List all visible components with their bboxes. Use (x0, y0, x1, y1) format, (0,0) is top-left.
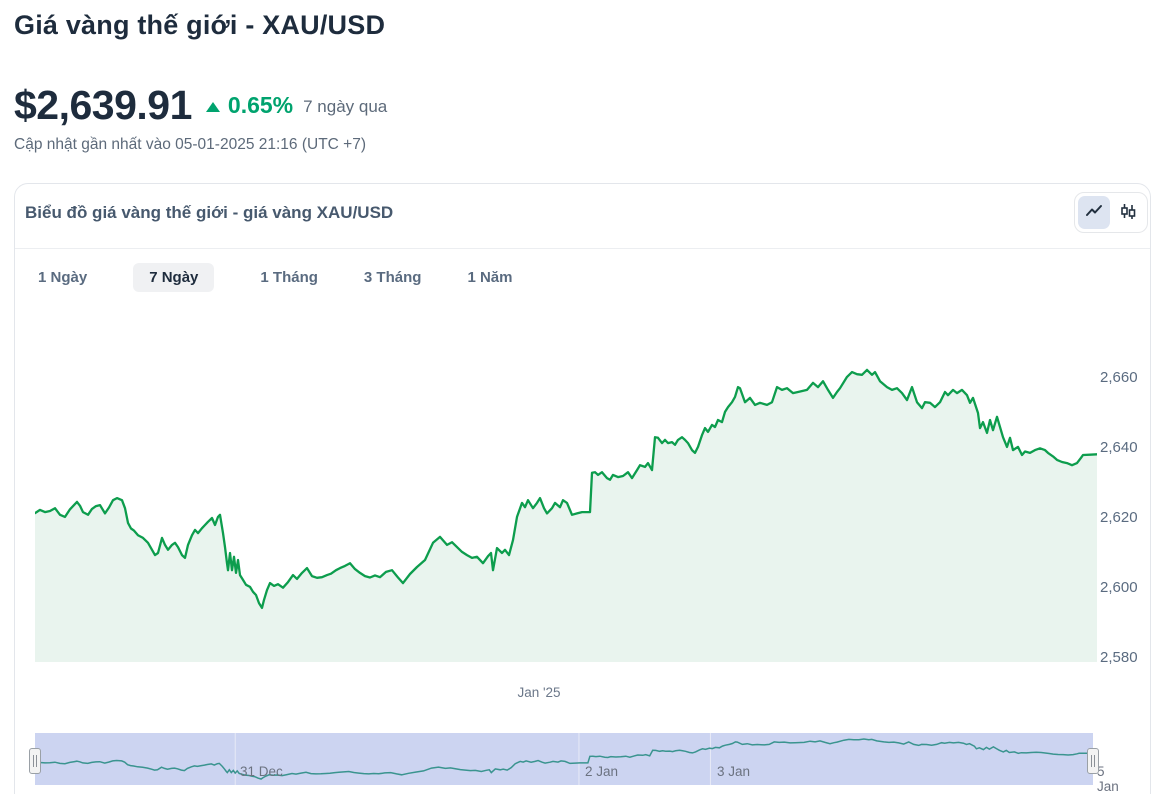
candlestick-chart-toggle-button[interactable] (1112, 196, 1144, 229)
range-tabs: 1 Ngày 7 Ngày 1 Tháng 3 Tháng 1 Năm (38, 262, 512, 292)
y-axis-tick-label: 2,600 (1100, 579, 1138, 596)
area-fill (35, 369, 1097, 662)
panel-divider (15, 248, 1150, 249)
chart-navigator[interactable]: 31 Dec 2 Jan 3 Jan 5 Jan (29, 733, 1119, 794)
range-tab-1-thang[interactable]: 1 Tháng (260, 263, 318, 292)
navigator-right-handle[interactable] (1087, 748, 1099, 774)
change-period: 7 ngày qua (303, 97, 388, 116)
up-arrow-icon (205, 102, 220, 112)
x-axis-label: Jan '25 (517, 685, 561, 700)
candlestick-chart-icon (1119, 202, 1137, 223)
page-title: Giá vàng thế giới - XAU/USD (14, 10, 386, 40)
line-chart-icon (1085, 202, 1103, 223)
navigator-left-handle[interactable] (29, 748, 41, 774)
navigator-chart[interactable] (35, 733, 1097, 785)
y-axis-tick-label: 2,660 (1100, 369, 1138, 386)
navigator-line (35, 738, 1093, 780)
range-tab-7-ngay[interactable]: 7 Ngày (133, 262, 215, 292)
chart-panel-title: Biểu đồ giá vàng thế giới - giá vàng XAU… (25, 203, 394, 222)
navigator-date-label: 5 Jan (1097, 764, 1119, 794)
y-axis-tick-label: 2,580 (1100, 649, 1138, 666)
y-axis-tick-label: 2,620 (1100, 509, 1138, 526)
change-percent: 0.65% (227, 91, 294, 118)
chart-type-toggle (1074, 192, 1148, 233)
current-price: $2,639.91 (14, 81, 192, 128)
navigator-date-label: 3 Jan (717, 764, 751, 779)
navigator-mask[interactable] (35, 733, 1093, 785)
price-row: $2,639.91 0.65% 7 ngày qua (14, 81, 388, 128)
range-tab-3-thang[interactable]: 3 Tháng (364, 263, 422, 292)
last-updated: Cập nhật gần nhất vào 05-01-2025 21:16 (… (14, 136, 366, 153)
y-axis-tick-label: 2,640 (1100, 439, 1138, 456)
navigator-date-label: 31 Dec (240, 764, 283, 779)
price-area-chart[interactable] (35, 360, 1097, 662)
range-tab-1-nam[interactable]: 1 Năm (467, 263, 512, 292)
line-chart-toggle-button[interactable] (1078, 196, 1110, 229)
range-tab-1-ngay[interactable]: 1 Ngày (38, 263, 87, 292)
price-line (35, 368, 1097, 610)
navigator-date-label: 2 Jan (585, 764, 619, 779)
